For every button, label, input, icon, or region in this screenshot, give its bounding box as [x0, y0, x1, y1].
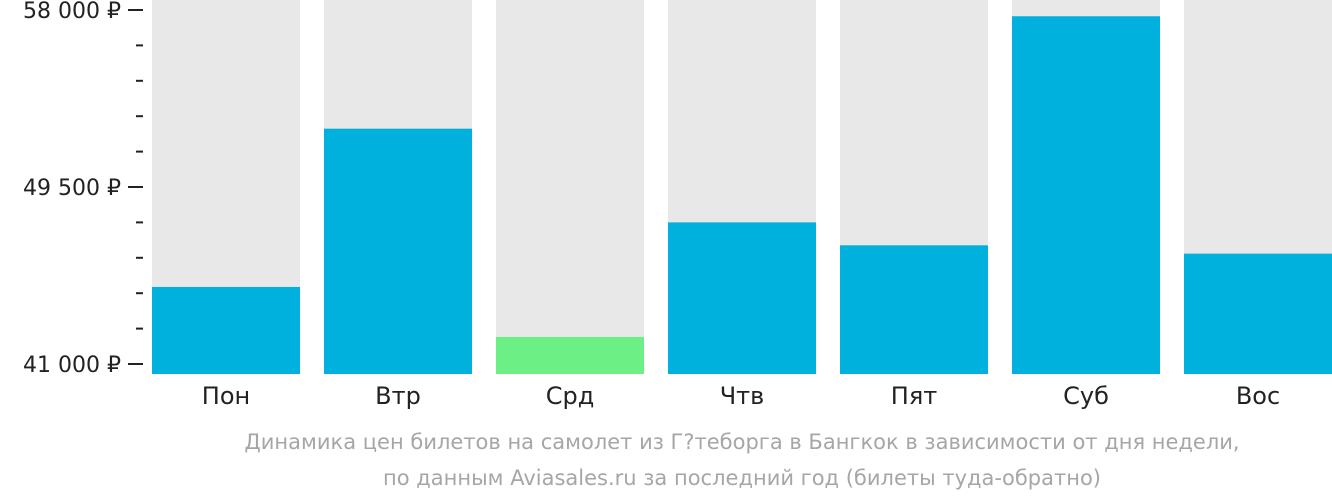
bar-1 — [324, 128, 472, 374]
y-tick-label-2: 41 000 ₽ — [23, 353, 121, 378]
x-tick-label-6: Вос — [1236, 382, 1280, 410]
y-tick-label-1: 49 500 ₽ — [23, 176, 121, 201]
bars — [152, 16, 1332, 374]
x-tick-label-1: Втр — [375, 382, 421, 410]
y-tick-label-0: 58 000 ₽ — [23, 0, 121, 24]
price-by-weekday-chart: 58 000 ₽ 49 500 ₽ 41 000 ₽ Пон Втр Срд Чтв Пят… — [23, 0, 1332, 410]
bar-2 — [496, 336, 644, 374]
x-tick-label-0: Пон — [202, 382, 250, 410]
bar-background-2 — [496, 0, 644, 374]
bar-5 — [1012, 16, 1160, 374]
x-tick-label-5: Суб — [1063, 382, 1109, 410]
chart-caption-line-2: по данным Aviasales.ru за последний год … — [383, 466, 1101, 490]
bar-6 — [1184, 253, 1332, 374]
bar-4 — [840, 245, 988, 374]
x-axis-labels: Пон Втр Срд Чтв Пят Суб Вос — [202, 382, 1280, 410]
x-tick-label-4: Пят — [891, 382, 937, 410]
bar-0 — [152, 286, 300, 374]
bar-3 — [668, 222, 816, 374]
y-axis: 58 000 ₽ 49 500 ₽ 41 000 ₽ — [23, 0, 143, 378]
x-tick-label-2: Срд — [546, 382, 595, 410]
x-tick-label-3: Чтв — [720, 382, 765, 410]
chart-caption-line-1: Динамика цен билетов на самолет из Г?теб… — [244, 430, 1240, 454]
